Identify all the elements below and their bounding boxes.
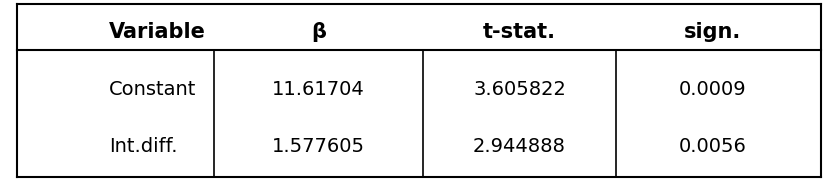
Text: sign.: sign. [684,22,741,42]
Text: 3.605822: 3.605822 [473,80,566,99]
Text: Variable: Variable [109,22,206,42]
Text: 2.944888: 2.944888 [473,137,566,156]
Text: 0.0009: 0.0009 [679,80,746,99]
Text: β: β [311,22,326,42]
Text: 0.0056: 0.0056 [679,137,746,156]
Text: t-stat.: t-stat. [483,22,556,42]
Text: Constant: Constant [109,80,196,99]
Text: 11.61704: 11.61704 [272,80,365,99]
Text: 1.577605: 1.577605 [272,137,365,156]
Text: Int.diff.: Int.diff. [109,137,178,156]
